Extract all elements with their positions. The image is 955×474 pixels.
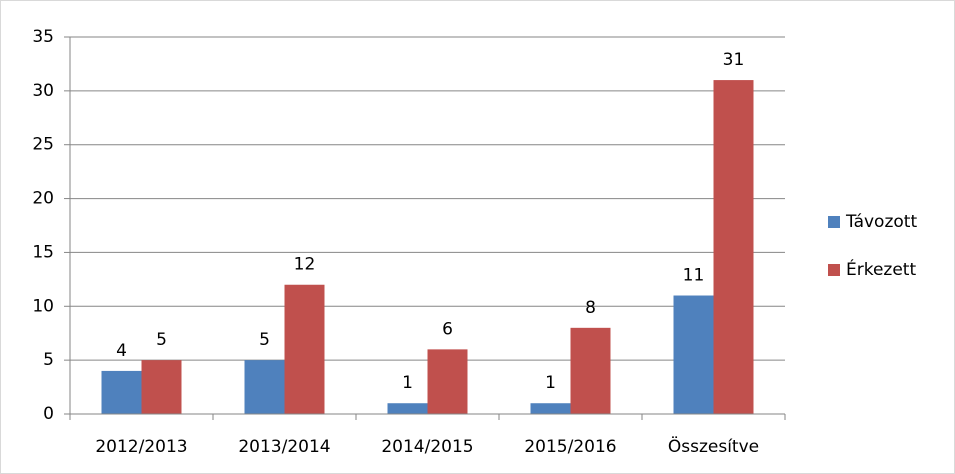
- data-label: 8: [585, 298, 596, 318]
- bar: [101, 370, 142, 414]
- data-label: 12: [294, 255, 316, 275]
- data-label: 5: [156, 330, 167, 350]
- data-label: 1: [402, 373, 413, 393]
- x-tick-label: 2012/2013: [95, 437, 187, 457]
- legend-swatch: [828, 264, 840, 276]
- y-tick-label: 15: [32, 242, 54, 262]
- data-label: 11: [683, 266, 705, 286]
- x-tick-label: 2013/2014: [238, 437, 330, 457]
- bar: [244, 360, 285, 414]
- bar: [673, 295, 714, 414]
- bar: [284, 284, 325, 414]
- bar: [387, 403, 428, 414]
- y-tick-label: 25: [32, 135, 54, 155]
- data-label: 1: [545, 373, 556, 393]
- data-label: 4: [116, 341, 127, 361]
- legend-label: Távozott: [845, 212, 917, 232]
- y-tick-label: 5: [43, 350, 54, 370]
- legend-swatch: [828, 216, 840, 228]
- y-tick-label: 30: [32, 81, 54, 101]
- data-label: 5: [259, 330, 270, 350]
- y-tick-label: 0: [43, 404, 54, 424]
- y-tick-label: 20: [32, 189, 54, 209]
- legend-label: Érkezett: [846, 258, 916, 280]
- x-tick-label: 2015/2016: [524, 437, 616, 457]
- x-tick-label: 2014/2015: [381, 437, 473, 457]
- bar: [427, 349, 468, 414]
- y-tick-label: 10: [32, 296, 54, 316]
- y-tick-label: 35: [32, 27, 54, 47]
- data-label: 6: [442, 319, 453, 339]
- bar: [713, 80, 754, 414]
- bar: [530, 403, 571, 414]
- data-label: 31: [723, 50, 745, 70]
- x-tick-label: Összesítve: [668, 435, 759, 457]
- bar: [570, 327, 611, 414]
- bar: [141, 360, 182, 414]
